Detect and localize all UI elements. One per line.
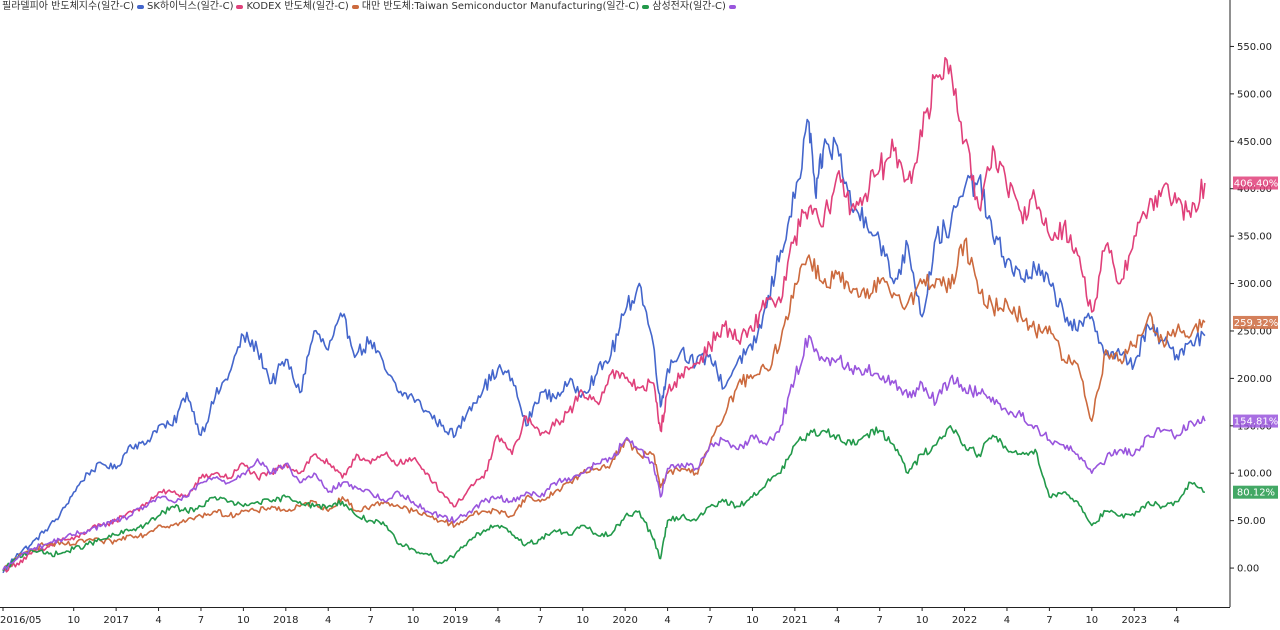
- x-tick-label: 7: [367, 615, 373, 626]
- x-tick-label: 7: [1046, 615, 1052, 626]
- x-tick-label: 4: [834, 615, 840, 626]
- x-tick-label: 2019: [443, 615, 468, 626]
- x-tick-label: 2020: [612, 615, 637, 626]
- end-value-badge-bg: [1233, 414, 1278, 428]
- end-value-label: 80.12%: [1237, 488, 1275, 499]
- legend-swatch: [642, 5, 650, 9]
- end-value-badge: 154.81%: [1233, 414, 1279, 428]
- end-value-badge-bg: [1233, 485, 1278, 499]
- x-tick-label: 10: [407, 615, 420, 626]
- x-tick-label: 4: [1004, 615, 1010, 626]
- y-tick-label: 400.00: [1237, 184, 1272, 195]
- x-tick-label: 10: [237, 615, 250, 626]
- end-value-badge: 80.12%: [1233, 485, 1278, 499]
- y-tick-label: 550.00: [1237, 42, 1272, 53]
- end-value-badge-bg: [1233, 176, 1278, 190]
- legend-swatch: [351, 5, 359, 9]
- legend: 필라델피아 반도체지수(일간-C) SK하이닉스(일간-C) KODEX 반도체(일…: [2, 0, 739, 14]
- x-tick-label: 10: [746, 615, 759, 626]
- end-value-label: 406.40%: [1234, 179, 1279, 190]
- x-tick-label: 7: [877, 615, 883, 626]
- legend-item: KODEX 반도체(일간-C): [246, 0, 359, 14]
- series-line: [2, 118, 1206, 574]
- legend-swatch: [136, 5, 144, 9]
- end-value-label: 259.32%: [1234, 318, 1279, 329]
- legend-item: 필라델피아 반도체지수(일간-C): [2, 0, 144, 14]
- end-value-badge-bg: [1233, 315, 1278, 329]
- legend-item: 대만 반도체:Taiwan Semiconductor Manufacturin…: [361, 0, 650, 14]
- x-tick-label: 2023: [1122, 615, 1147, 626]
- series-line: [2, 57, 1206, 573]
- y-tick-label: 100.00: [1237, 469, 1272, 480]
- x-tick-label: 4: [155, 615, 161, 626]
- x-tick-label: 2021: [782, 615, 807, 626]
- x-tick-label: 4: [495, 615, 501, 626]
- x-tick-label: 2022: [952, 615, 977, 626]
- x-tick-label: 7: [198, 615, 204, 626]
- legend-label: SK하이닉스(일간-C): [146, 1, 234, 12]
- legend-label: 필라델피아 반도체지수(일간-C): [2, 1, 134, 12]
- y-tick-label: 300.00: [1237, 279, 1272, 290]
- y-tick-label: 50.00: [1237, 516, 1266, 527]
- series-line: [2, 425, 1205, 572]
- y-tick-label: 450.00: [1237, 137, 1272, 148]
- y-tick-label: 500.00: [1237, 89, 1272, 100]
- end-value-badge: 406.40%: [1233, 176, 1279, 190]
- series-line: [2, 237, 1206, 571]
- legend-swatch: [236, 5, 244, 9]
- y-tick-label: 0.00: [1237, 564, 1259, 575]
- x-tick-label: 7: [707, 615, 713, 626]
- y-tick-label: 350.00: [1237, 232, 1272, 243]
- x-tick-label: 4: [664, 615, 670, 626]
- legend-label: 대만 반도체:Taiwan Semiconductor Manufacturin…: [361, 1, 640, 12]
- x-tick-label: 10: [1085, 615, 1098, 626]
- series-line: [2, 334, 1206, 571]
- legend-item: SK하이닉스(일간-C): [147, 0, 244, 14]
- x-tick-label: 2017: [103, 615, 128, 626]
- y-tick-label: 200.00: [1237, 374, 1272, 385]
- x-tick-label: 10: [67, 615, 80, 626]
- x-tick-label: 2016/05: [0, 615, 42, 626]
- legend-swatch: [728, 5, 736, 9]
- x-tick-label: 10: [916, 615, 929, 626]
- end-value-label: 154.81%: [1234, 417, 1279, 428]
- x-tick-label: 10: [576, 615, 589, 626]
- end-value-badge: 259.32%: [1233, 315, 1279, 329]
- legend-label: 삼성전자(일간-C): [652, 1, 726, 12]
- legend-item: 삼성전자(일간-C): [652, 0, 736, 14]
- x-tick-label: 4: [1173, 615, 1179, 626]
- y-tick-label: 250.00: [1237, 326, 1272, 337]
- x-tick-label: 7: [537, 615, 543, 626]
- x-tick-label: 2018: [273, 615, 298, 626]
- legend-label: KODEX 반도체(일간-C): [246, 1, 349, 12]
- x-tick-label: 4: [325, 615, 331, 626]
